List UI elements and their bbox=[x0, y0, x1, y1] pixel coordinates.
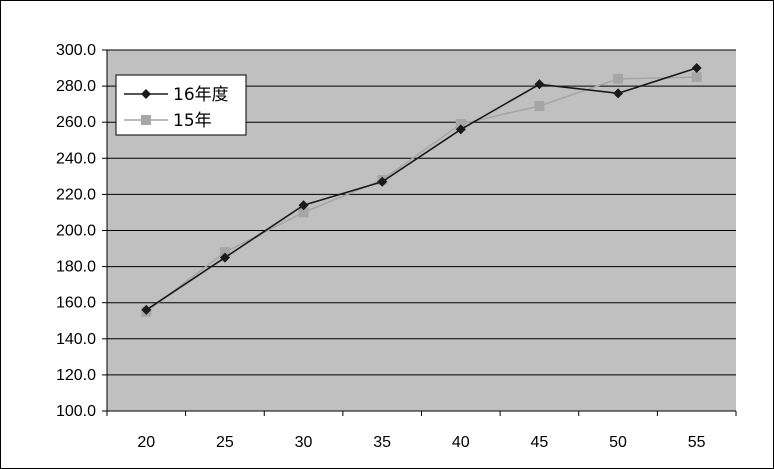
y-tick-label: 200.0 bbox=[56, 223, 96, 240]
data-point bbox=[613, 88, 624, 99]
data-point bbox=[455, 124, 466, 135]
y-tick-label: 180.0 bbox=[56, 259, 96, 276]
legend-marker bbox=[141, 115, 151, 125]
data-point bbox=[534, 100, 545, 111]
axes bbox=[106, 50, 737, 416]
y-tick-label: 300.0 bbox=[56, 42, 96, 59]
x-tick-label: 25 bbox=[216, 434, 234, 451]
data-point bbox=[455, 119, 466, 130]
y-tick-label: 260.0 bbox=[56, 114, 96, 131]
x-tick-label: 40 bbox=[452, 434, 470, 451]
y-tick-label: 160.0 bbox=[56, 295, 96, 312]
legend-item: 15年 bbox=[124, 111, 212, 131]
y-axis-tick-labels: 100.0 120.0 140.0 160.0 180.0 200.0 220.0 240.0… bbox=[56, 42, 96, 420]
legend-item: 16年度 bbox=[124, 85, 229, 105]
data-point bbox=[613, 73, 624, 84]
data-point bbox=[298, 207, 309, 218]
data-point bbox=[298, 200, 309, 211]
x-tick-label: 50 bbox=[609, 434, 627, 451]
x-tick-label: 30 bbox=[295, 434, 313, 451]
y-tick-label: 240.0 bbox=[56, 150, 96, 167]
x-axis-tick-labels: 20 25 30 35 40 45 50 55 bbox=[137, 434, 705, 451]
legend-box bbox=[115, 74, 247, 136]
x-tick-label: 55 bbox=[688, 434, 706, 451]
data-point bbox=[141, 304, 152, 315]
series-0 bbox=[141, 63, 702, 315]
legend-marker bbox=[141, 89, 151, 99]
data-point bbox=[691, 72, 702, 83]
data-point bbox=[534, 79, 545, 90]
data-point bbox=[219, 247, 230, 258]
legend: 16年度 15年 bbox=[115, 74, 247, 136]
series-line bbox=[145, 67, 697, 311]
x-tick-label: 20 bbox=[137, 434, 155, 451]
data-point bbox=[219, 252, 230, 263]
series-line bbox=[145, 76, 697, 313]
legend-label: 16年度 bbox=[173, 85, 229, 105]
series-layer bbox=[141, 63, 702, 317]
y-tick-label: 220.0 bbox=[56, 186, 96, 203]
data-point bbox=[691, 63, 702, 74]
y-tick-label: 120.0 bbox=[56, 367, 96, 384]
y-tick-label: 100.0 bbox=[56, 403, 96, 420]
data-point bbox=[377, 176, 388, 187]
x-tick-label: 35 bbox=[373, 434, 391, 451]
y-tick-label: 280.0 bbox=[56, 78, 96, 95]
x-tick-label: 45 bbox=[531, 434, 549, 451]
y-tick-label: 140.0 bbox=[56, 331, 96, 348]
legend-label: 15年 bbox=[173, 111, 212, 131]
